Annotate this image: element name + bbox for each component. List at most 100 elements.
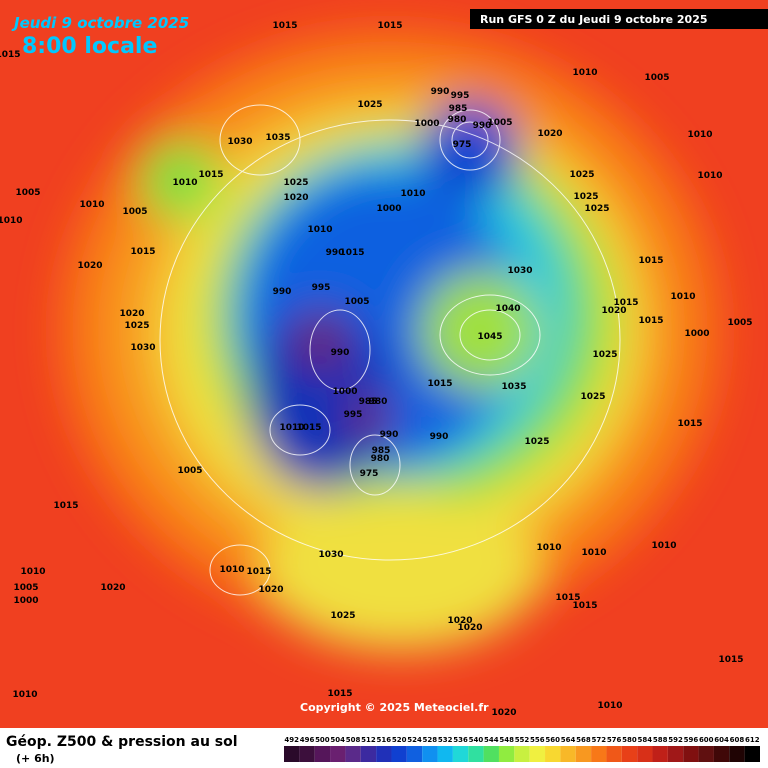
run-box <box>470 9 768 29</box>
scale-swatch <box>437 746 453 762</box>
isobar-label: 1020 <box>100 583 125 593</box>
date-label: Jeudi 9 octobre 2025 <box>11 14 189 32</box>
scale-label: 508 <box>346 736 361 744</box>
isobar-label: 1025 <box>584 204 609 214</box>
scale-swatch <box>545 746 561 762</box>
isobar-label: 1000 <box>684 329 709 339</box>
scale-swatch <box>652 746 668 762</box>
isobar-label: 990 <box>430 432 449 442</box>
scale-swatch <box>514 746 530 762</box>
isobar-label: 1005 <box>344 297 369 307</box>
scale-label: 516 <box>376 736 391 744</box>
isobar-label: 1000 <box>376 204 401 214</box>
scale-label: 532 <box>438 736 453 744</box>
scale-swatch <box>468 746 484 762</box>
isobar-label: 1010 <box>687 130 712 140</box>
scale-swatch <box>698 746 714 762</box>
isobar-label: 1000 <box>332 387 357 397</box>
isobar-label: 995 <box>344 410 363 420</box>
isobar-label: 1005 <box>727 318 752 328</box>
scale-label: 572 <box>591 736 606 744</box>
isobar-label: 1035 <box>265 133 290 143</box>
scale-label: 576 <box>607 736 622 744</box>
scale-swatch <box>606 746 622 762</box>
isobar-label: 1025 <box>283 178 308 188</box>
isobar-label: 1015 <box>327 689 352 699</box>
scale-label: 540 <box>469 736 484 744</box>
time-label: 8:00 locale <box>22 34 157 59</box>
isobar-label: 1015 <box>572 601 597 611</box>
isobar-label: 1000 <box>414 119 439 129</box>
scale-label: 596 <box>684 736 699 744</box>
scale-label: 612 <box>745 736 760 744</box>
isobar-label: 1005 <box>644 73 669 83</box>
isobar-label: 1020 <box>77 261 102 271</box>
scale-swatch <box>621 746 638 762</box>
isobar-label: 1015 <box>0 50 21 60</box>
isobar-label: 1005 <box>122 207 147 217</box>
scale-label: 580 <box>622 736 637 744</box>
isobar-label: 1025 <box>592 350 617 360</box>
scale-swatch <box>314 746 331 762</box>
scale-label: 556 <box>530 736 545 744</box>
scale-label: 548 <box>499 736 514 744</box>
isobar-label: 1015 <box>555 593 580 603</box>
isobar-label: 1030 <box>130 343 155 353</box>
isobar-label: 1015 <box>718 655 743 665</box>
isobar-label: 1010 <box>307 225 332 235</box>
scale-label: 588 <box>653 736 668 744</box>
scale-swatch <box>591 746 607 762</box>
isobar-label: 1025 <box>524 437 549 447</box>
scale-label: 592 <box>668 736 683 744</box>
isobar-label: 1015 <box>377 21 402 31</box>
isobar-label: 990 <box>380 430 399 440</box>
scale-label: 496 <box>300 736 315 744</box>
isobar-label: 1015 <box>613 298 638 308</box>
isobar-label: 1015 <box>272 21 297 31</box>
isobar-label: 1015 <box>638 256 663 266</box>
isobar-label: 1030 <box>318 550 343 560</box>
scale-swatch <box>713 746 730 762</box>
isobar-label: 1025 <box>573 192 598 202</box>
scale-swatch <box>667 746 684 762</box>
scale-label: 584 <box>638 736 653 744</box>
scale-label: 500 <box>315 736 330 744</box>
scale-swatch <box>422 746 438 762</box>
isobar-label: 1020 <box>537 129 562 139</box>
scale-label: 536 <box>453 736 468 744</box>
isobar-label: 995 <box>451 91 470 101</box>
isobar-label: 1025 <box>124 321 149 331</box>
scale-label: 512 <box>361 736 376 744</box>
scale-swatch <box>529 746 546 762</box>
isobar-label: 1010 <box>0 216 23 226</box>
isobar-label: 1010 <box>12 690 37 700</box>
isobar-label: 1005 <box>177 466 202 476</box>
scale-label: 552 <box>515 736 530 744</box>
scale-swatch <box>376 746 392 762</box>
isobar-label: 1030 <box>507 266 532 276</box>
isobar-label: 1010 <box>79 200 104 210</box>
isobar-label: 985 <box>359 397 378 407</box>
scale-label: 528 <box>423 736 438 744</box>
isobar-label: 1010 <box>279 423 304 433</box>
isobar-label: 1020 <box>601 306 626 316</box>
isobar-label: 1010 <box>651 541 676 551</box>
scale-label: 504 <box>330 736 345 744</box>
isobar-label: 980 <box>448 115 467 125</box>
scale-swatch <box>284 746 300 762</box>
isobar-label: 1010 <box>572 68 597 78</box>
isobar-label: 1005 <box>487 118 512 128</box>
isobar-label: 1015 <box>130 247 155 257</box>
scale-swatch <box>299 746 315 762</box>
isobar-label: 1010 <box>536 543 561 553</box>
scale-swatch <box>575 746 592 762</box>
scale-swatch <box>391 746 407 762</box>
isobar-label: 1015 <box>427 379 452 389</box>
isobar-label: 990 <box>431 87 450 97</box>
isobar-label: 1025 <box>580 392 605 402</box>
scale-swatch <box>683 746 699 762</box>
isobar-label: 980 <box>371 454 390 464</box>
scale-label: 600 <box>699 736 714 744</box>
isobar-label: 1020 <box>491 708 516 718</box>
isobar-label: 1045 <box>477 332 502 342</box>
